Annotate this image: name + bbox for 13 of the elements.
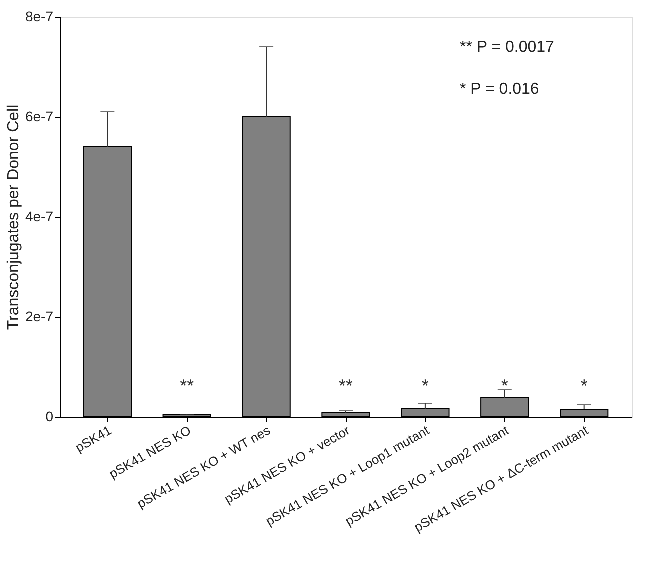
data-label: * [501,376,508,396]
data-label: ** [338,376,354,396]
data-label: * [422,376,429,396]
y-tick-label: 0 [46,408,54,424]
data-label: ** [180,376,194,396]
y-axis-title: Transconjugates per Donor Cell [5,104,22,330]
annotation: * P = 0.016 [460,81,540,98]
y-tick-label: 8e-7 [25,8,54,24]
y-tick-label: 2e-7 [25,308,54,324]
y-tick-label: 6e-7 [25,108,54,124]
data-label: * [580,376,588,396]
annotation: ** P = 0.0017 [460,39,555,56]
y-tick-label: 4e-7 [25,208,54,224]
